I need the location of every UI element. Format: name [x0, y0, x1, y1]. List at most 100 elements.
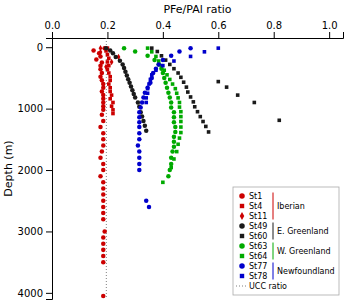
point — [101, 192, 106, 197]
point — [137, 155, 142, 160]
point — [207, 130, 211, 134]
legend-symbol — [239, 193, 245, 199]
tick: 2000 — [18, 165, 52, 176]
point — [172, 120, 177, 125]
point — [137, 162, 142, 167]
point — [168, 78, 172, 82]
point — [172, 115, 177, 120]
reference-line — [106, 38, 107, 299]
point — [179, 110, 183, 114]
point — [133, 95, 138, 100]
series — [136, 46, 193, 209]
tick-mark — [329, 32, 330, 38]
point — [178, 136, 182, 140]
point — [193, 105, 197, 109]
point — [137, 125, 142, 130]
point — [108, 97, 112, 101]
x-axis-title: PFe/PAl ratio — [163, 3, 231, 16]
series — [99, 45, 121, 70]
point — [133, 49, 138, 54]
point — [101, 180, 106, 185]
legend-label: St63 — [249, 242, 267, 251]
point — [145, 85, 150, 90]
point — [137, 110, 142, 115]
point — [150, 46, 154, 50]
tick-label: 0.0 — [45, 20, 61, 31]
point — [111, 112, 115, 116]
point — [175, 150, 179, 154]
tick: 0.0 — [45, 20, 61, 38]
point — [173, 130, 178, 135]
point — [179, 131, 183, 135]
point — [170, 149, 175, 154]
legend-label: St78 — [249, 272, 267, 281]
point — [146, 46, 150, 50]
tick-label: 1000 — [18, 103, 43, 114]
point — [171, 82, 175, 86]
point — [168, 63, 172, 67]
point — [101, 294, 106, 299]
point — [156, 62, 161, 67]
point — [161, 64, 165, 68]
series — [91, 46, 107, 298]
point — [172, 157, 176, 161]
legend-label: St1 — [249, 192, 262, 201]
series — [122, 46, 178, 179]
point — [253, 101, 257, 105]
point — [111, 101, 115, 105]
axis-line — [53, 32, 344, 39]
point — [163, 81, 168, 86]
point — [108, 86, 112, 90]
tick-mark — [163, 32, 164, 38]
point — [104, 46, 109, 51]
point — [107, 56, 111, 60]
tick: 1.0 — [322, 20, 338, 38]
legend-bracket — [273, 223, 274, 240]
y-axis: 01000200030004000 — [18, 39, 53, 300]
point — [168, 95, 173, 100]
point — [165, 73, 169, 77]
point — [169, 162, 174, 167]
point — [172, 144, 177, 149]
point — [100, 113, 105, 118]
point — [137, 120, 142, 125]
tick-label: 4000 — [18, 288, 43, 299]
point — [108, 75, 112, 79]
point — [156, 50, 160, 54]
point — [108, 79, 112, 83]
point — [152, 58, 157, 63]
legend-symbol — [240, 234, 244, 238]
point — [137, 149, 142, 154]
tick: 0.6 — [211, 20, 227, 38]
point — [225, 85, 229, 89]
point — [101, 168, 106, 173]
point — [169, 100, 174, 105]
tick-mark — [46, 170, 52, 171]
point — [100, 149, 105, 154]
point — [145, 54, 150, 59]
axis-line — [46, 39, 53, 300]
point — [104, 64, 108, 70]
point — [169, 166, 173, 170]
tick-mark — [107, 32, 108, 38]
point — [91, 48, 96, 53]
point — [101, 162, 106, 167]
point — [161, 181, 165, 185]
legend-label: St49 — [249, 222, 267, 231]
chart: 0.00.20.40.60.81.001000200030004000PFe/P… — [0, 0, 353, 307]
point — [141, 119, 146, 124]
point — [98, 125, 103, 130]
point — [176, 142, 180, 146]
point — [110, 104, 114, 108]
legend-label: St60 — [249, 232, 267, 241]
tick-mark — [46, 109, 52, 110]
point — [176, 71, 180, 75]
tick: 0.4 — [155, 20, 171, 38]
point — [185, 85, 189, 89]
point — [101, 143, 106, 148]
point — [144, 96, 148, 100]
point — [178, 101, 182, 105]
tick-label: 1.0 — [322, 20, 338, 31]
point — [150, 50, 154, 54]
point — [107, 71, 111, 75]
